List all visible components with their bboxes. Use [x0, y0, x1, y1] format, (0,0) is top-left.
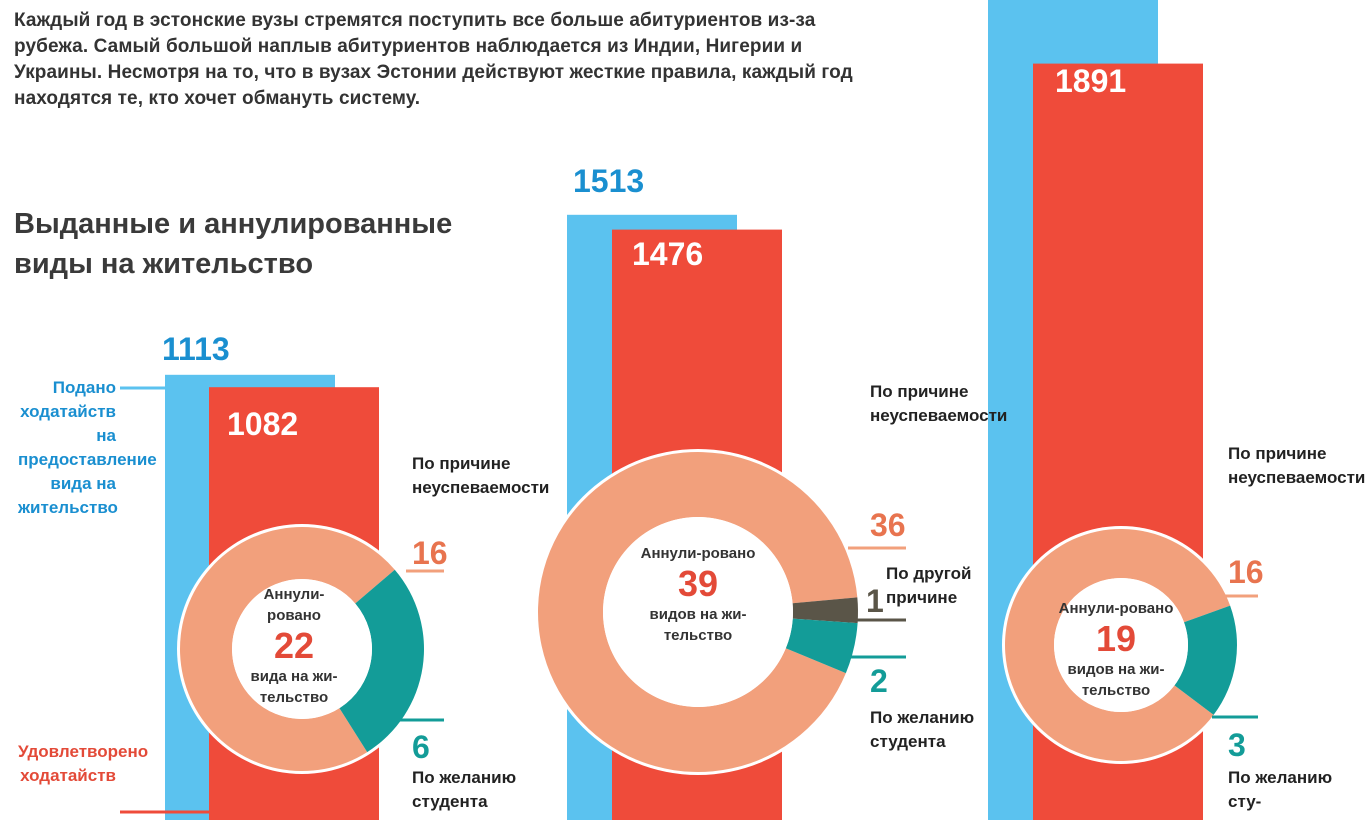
g3-donut-center: Аннули-ровано 19 видов на жи-тельство — [1054, 598, 1178, 701]
donut-1-segment-2 — [339, 569, 424, 753]
g1-reason-fail: По причине неуспеваемости — [412, 454, 550, 497]
g3-center-top: Аннули-ровано — [1058, 600, 1174, 617]
g3-reason-fail: По причине неуспеваемости — [1228, 444, 1366, 487]
intro-text: Каждый год в эстонские вузы стремятся по… — [14, 10, 853, 109]
g1-reason-fail-value: 16 — [412, 535, 448, 571]
donut-2-segment-3 — [785, 618, 858, 674]
donut-3-segment-1 — [1005, 529, 1231, 761]
bar-value-1082: 1082 — [227, 406, 299, 442]
g2-reason-student: По желанию студента — [870, 708, 975, 751]
g2-reason-other: По другой причине — [886, 564, 972, 607]
donut-2-segment-1 — [538, 452, 858, 773]
legend-approved: Удовлетворено ходатайств — [18, 742, 149, 785]
legend-applied: Подано ходатайств на предоставление вида… — [18, 378, 157, 517]
donut-3-segment-2 — [1174, 605, 1238, 715]
g2-reason-other-value: 1 — [866, 583, 884, 619]
g2-reason-student-value: 2 — [870, 663, 888, 699]
g3-reason-student: По желанию сту- — [1228, 768, 1333, 811]
g1-reason-student-value: 6 — [412, 729, 430, 765]
donut-2-segment-2 — [792, 597, 858, 624]
g2-reason-fail: По причине неуспеваемости — [870, 382, 1008, 425]
bar-value-1513: 1513 — [573, 163, 645, 199]
chart-subtitle: Выданные и аннулированные виды на житель… — [14, 208, 453, 280]
g2-total: 39 — [677, 563, 719, 604]
bar-value-1113: 1113 — [162, 331, 230, 367]
g2-center-top: Аннули-ровано — [640, 545, 756, 562]
g3-reason-fail-value: 16 — [1228, 554, 1264, 590]
bar-value-1476: 1476 — [632, 236, 704, 272]
donut-1-segment-1 — [179, 526, 395, 771]
g1-donut-center: Аннули-ровано 22 вида на жи-тельство — [238, 584, 350, 708]
g2-reason-fail-value: 36 — [870, 507, 906, 543]
g1-total: 22 — [273, 625, 315, 666]
g3-center-bottom: видов на жи-тельство — [1067, 661, 1165, 699]
donut-hole-2 — [603, 517, 793, 707]
donut-hole-1 — [232, 579, 372, 719]
g3-reason-student-value: 3 — [1228, 727, 1246, 763]
g1-reason-student: По желанию студента — [412, 768, 517, 811]
g3-total: 19 — [1095, 618, 1137, 659]
g2-center-bottom: видов на жи-тельство — [649, 606, 747, 644]
bar-value-1891: 1891 — [1055, 63, 1127, 99]
donut-hole-3 — [1054, 578, 1188, 712]
g1-center-bottom: вида на жи-тельство — [250, 668, 338, 706]
g1-center-top: Аннули-ровано — [263, 586, 325, 624]
g2-donut-center: Аннули-ровано 39 видов на жи-тельство — [636, 543, 760, 646]
